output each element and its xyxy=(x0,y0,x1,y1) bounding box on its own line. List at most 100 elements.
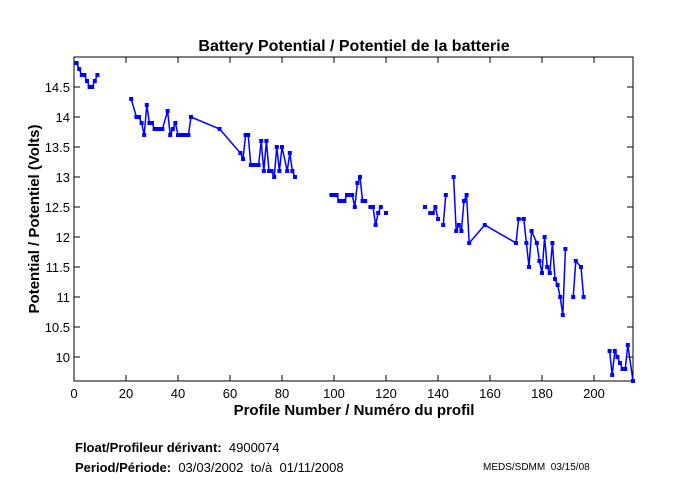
y-tick-label: 14.5 xyxy=(45,80,70,95)
data-point xyxy=(581,295,586,299)
data-point xyxy=(186,133,191,137)
data-point xyxy=(537,259,542,263)
data-point xyxy=(534,241,539,245)
data-point xyxy=(514,241,518,245)
data-point xyxy=(285,169,290,173)
data-point xyxy=(558,295,563,299)
y-tick-label: 12.5 xyxy=(45,200,70,215)
data-point xyxy=(74,61,79,65)
data-point xyxy=(579,265,583,269)
data-point xyxy=(482,223,487,227)
data-point xyxy=(189,115,193,119)
data-point xyxy=(272,175,277,179)
data-point xyxy=(293,175,297,179)
data-point xyxy=(139,121,144,125)
data-point xyxy=(376,211,381,215)
data-point xyxy=(287,151,292,155)
y-tick-label: 13.5 xyxy=(45,140,70,155)
data-point xyxy=(95,73,100,77)
data-point xyxy=(347,193,352,197)
x-tick-label: 140 xyxy=(427,386,449,401)
period-value: 03/03/2002 to/à 01/11/2008 xyxy=(178,460,344,475)
float-label: Float/Profileur dérivant: xyxy=(75,440,222,455)
data-point xyxy=(147,121,152,125)
data-point xyxy=(443,193,448,197)
data-point xyxy=(277,169,282,173)
y-tick-label: 10 xyxy=(56,350,70,365)
data-point xyxy=(542,235,547,239)
data-point xyxy=(178,133,183,137)
data-point xyxy=(251,163,256,167)
x-tick-label: 180 xyxy=(531,386,553,401)
data-point xyxy=(363,199,368,203)
data-point xyxy=(261,169,266,173)
plot-frame xyxy=(73,56,634,382)
y-tick-label: 11.5 xyxy=(46,260,70,275)
data-point xyxy=(612,349,617,353)
data-point xyxy=(129,97,134,101)
data-point xyxy=(259,139,264,143)
data-point xyxy=(563,247,568,251)
data-point xyxy=(238,151,243,155)
data-point xyxy=(378,205,383,209)
data-point xyxy=(547,271,552,275)
data-point xyxy=(529,229,534,233)
series-line xyxy=(370,206,382,226)
data-point xyxy=(607,349,612,353)
data-point xyxy=(371,205,375,209)
data-point xyxy=(454,229,459,233)
x-tick-label: 100 xyxy=(323,386,345,401)
period-label: Period/Période: xyxy=(75,460,172,475)
data-point xyxy=(345,193,349,197)
data-point xyxy=(451,175,456,179)
series-line xyxy=(75,62,99,88)
data-point xyxy=(467,241,472,245)
data-point xyxy=(339,199,344,203)
data-point xyxy=(623,367,628,371)
data-point xyxy=(516,217,521,221)
data-point xyxy=(144,103,149,107)
data-point xyxy=(441,223,446,227)
data-point xyxy=(332,193,336,197)
data-point xyxy=(430,211,435,215)
y-tick-label: 14 xyxy=(56,110,70,125)
data-point xyxy=(157,127,162,131)
data-point xyxy=(267,169,271,173)
data-point xyxy=(360,199,365,203)
data-point xyxy=(462,199,466,203)
data-point xyxy=(248,163,253,167)
data-point xyxy=(155,127,160,131)
data-point xyxy=(77,67,82,71)
x-axis-label: Profile Number / Numéro du profil xyxy=(234,402,475,419)
x-tick-label: 20 xyxy=(119,386,133,401)
chart-title: Battery Potential / Potentiel de la batt… xyxy=(198,38,509,55)
y-tick-label: 12 xyxy=(56,230,70,245)
data-point xyxy=(555,283,560,287)
x-tick-label: 80 xyxy=(275,386,289,401)
y-tick-label: 10.5 xyxy=(45,320,70,335)
data-point xyxy=(428,211,433,215)
data-point xyxy=(165,109,170,113)
data-point xyxy=(571,295,576,299)
data-point xyxy=(274,145,279,149)
data-point xyxy=(134,115,139,119)
data-point xyxy=(256,163,261,167)
data-point xyxy=(334,193,339,197)
data-point xyxy=(573,259,578,263)
data-point xyxy=(610,373,615,377)
data-point xyxy=(352,205,357,209)
credit: MEDS/SDMM 03/15/08 xyxy=(483,462,590,473)
data-point xyxy=(631,379,635,383)
data-point xyxy=(620,367,625,371)
float-info: Float/Profileur dérivant: 4900074 xyxy=(75,440,280,455)
data-point xyxy=(373,223,378,227)
data-point xyxy=(241,157,245,161)
data-point xyxy=(342,199,347,203)
data-point xyxy=(433,205,438,209)
data-point xyxy=(423,205,427,209)
data-point xyxy=(459,229,464,233)
data-point xyxy=(243,133,248,137)
x-tick-label: 60 xyxy=(223,386,237,401)
data-point xyxy=(170,127,175,131)
